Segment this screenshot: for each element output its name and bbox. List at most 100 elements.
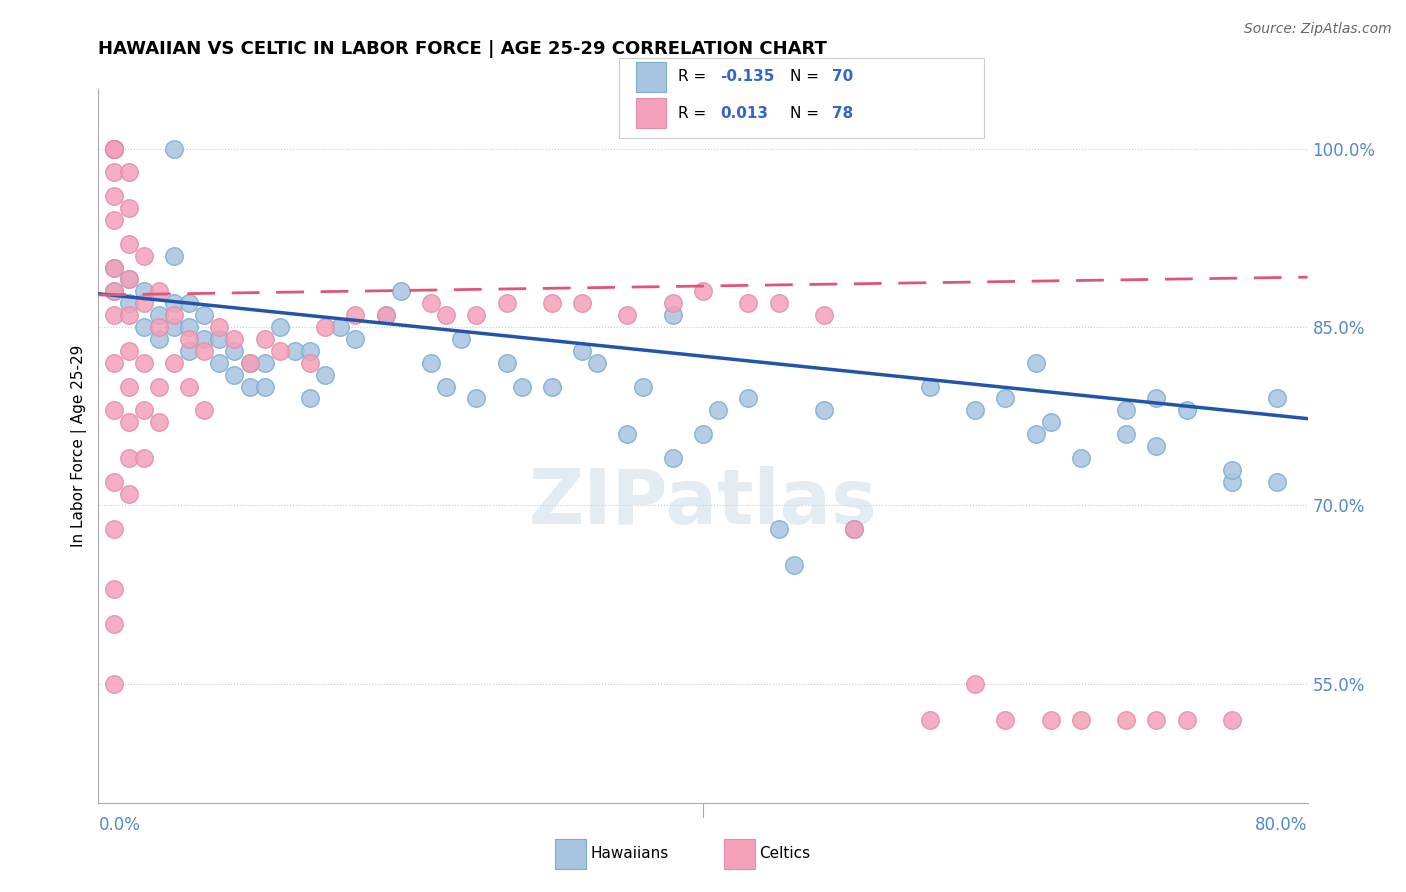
Point xyxy=(768,296,790,310)
Point xyxy=(918,713,941,727)
Point xyxy=(1144,439,1167,453)
Point xyxy=(662,296,685,310)
Text: Hawaiians: Hawaiians xyxy=(591,847,669,861)
Point xyxy=(1039,713,1062,727)
Point xyxy=(224,332,246,346)
Y-axis label: In Labor Force | Age 25-29: In Labor Force | Age 25-29 xyxy=(72,345,87,547)
Point xyxy=(692,285,714,299)
Point xyxy=(616,308,638,322)
Point xyxy=(1070,713,1092,727)
Point xyxy=(103,165,125,179)
Point xyxy=(193,403,215,417)
Text: -0.135: -0.135 xyxy=(720,70,775,84)
Point xyxy=(662,308,685,322)
Point xyxy=(148,320,170,334)
Point xyxy=(1220,463,1243,477)
Point xyxy=(118,379,141,393)
Point xyxy=(103,142,125,156)
Point xyxy=(103,522,125,536)
Point xyxy=(783,558,806,572)
Point xyxy=(103,142,125,156)
Point xyxy=(118,486,141,500)
Point xyxy=(118,308,141,322)
Point xyxy=(1115,713,1137,727)
Point xyxy=(586,356,609,370)
Point xyxy=(103,285,125,299)
Point xyxy=(163,308,186,322)
Point xyxy=(163,320,186,334)
Point xyxy=(103,189,125,203)
Point xyxy=(495,356,517,370)
Point xyxy=(208,320,231,334)
Point xyxy=(434,308,457,322)
Text: 0.0%: 0.0% xyxy=(98,816,141,834)
Point xyxy=(662,450,685,465)
Point xyxy=(193,308,215,322)
Text: Source: ZipAtlas.com: Source: ZipAtlas.com xyxy=(1244,22,1392,37)
Text: 70: 70 xyxy=(832,70,853,84)
Point xyxy=(103,260,125,275)
Point xyxy=(965,403,987,417)
Point xyxy=(103,403,125,417)
Point xyxy=(420,296,443,310)
Point xyxy=(103,142,125,156)
Point xyxy=(269,343,291,358)
Point xyxy=(389,285,412,299)
Point xyxy=(103,356,125,370)
Point xyxy=(965,677,987,691)
Point xyxy=(1070,450,1092,465)
Point xyxy=(239,356,262,370)
Point xyxy=(163,142,186,156)
Point xyxy=(132,450,155,465)
Point xyxy=(571,296,593,310)
Point xyxy=(148,308,170,322)
Point xyxy=(768,522,790,536)
Point xyxy=(239,356,262,370)
Point xyxy=(465,392,488,406)
Point xyxy=(118,343,141,358)
Text: 78: 78 xyxy=(832,106,853,120)
Point xyxy=(1115,427,1137,442)
Point xyxy=(1024,427,1046,442)
Point xyxy=(208,356,231,370)
Point xyxy=(374,308,396,322)
Point xyxy=(163,296,186,310)
Point xyxy=(118,272,141,286)
Text: 0.013: 0.013 xyxy=(720,106,768,120)
Point xyxy=(571,343,593,358)
Point xyxy=(179,379,201,393)
Point xyxy=(179,320,201,334)
Point xyxy=(132,296,155,310)
Point xyxy=(314,320,336,334)
Point xyxy=(193,343,215,358)
Point xyxy=(118,296,141,310)
Point xyxy=(103,213,125,227)
Point xyxy=(103,475,125,489)
Point xyxy=(495,296,517,310)
Point xyxy=(1144,392,1167,406)
Point xyxy=(1115,403,1137,417)
Point xyxy=(132,320,155,334)
Point xyxy=(193,332,215,346)
Point xyxy=(813,403,835,417)
Point xyxy=(118,165,141,179)
Point xyxy=(148,285,170,299)
Point xyxy=(179,296,201,310)
Text: Celtics: Celtics xyxy=(759,847,810,861)
Point xyxy=(103,617,125,632)
Point xyxy=(299,392,322,406)
Point xyxy=(918,379,941,393)
Point xyxy=(103,142,125,156)
Point xyxy=(103,285,125,299)
Point xyxy=(314,368,336,382)
Point xyxy=(224,368,246,382)
Text: 80.0%: 80.0% xyxy=(1256,816,1308,834)
Point xyxy=(103,142,125,156)
Point xyxy=(540,379,562,393)
Point xyxy=(994,392,1017,406)
Point xyxy=(103,260,125,275)
Point xyxy=(844,522,866,536)
Point xyxy=(239,379,262,393)
Point xyxy=(616,427,638,442)
Point xyxy=(434,379,457,393)
